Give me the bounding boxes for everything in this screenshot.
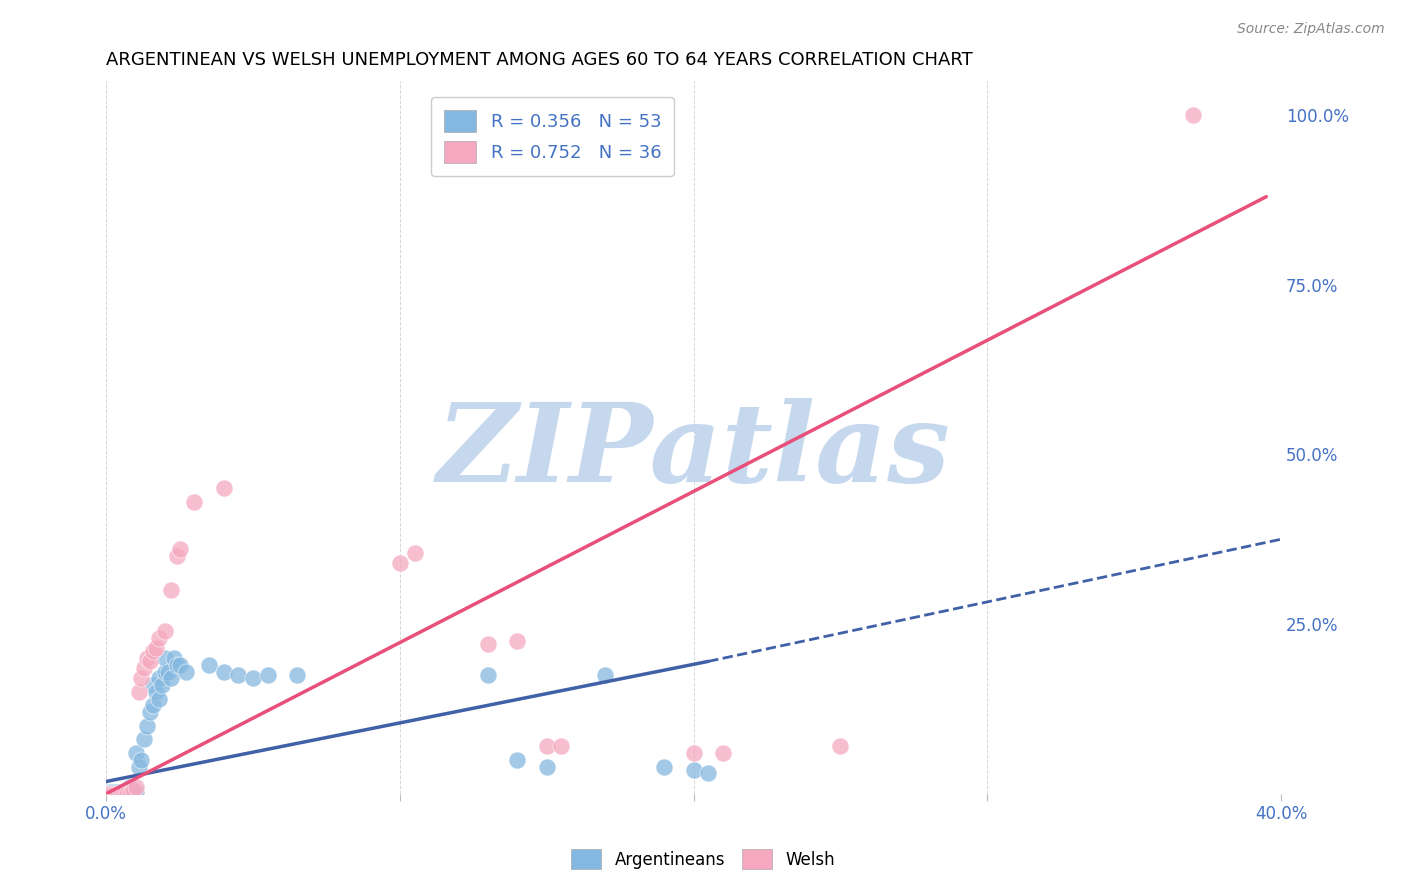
Point (166, 549, 188, 564)
Legend: Argentineans, Welsh: Argentineans, Welsh (561, 838, 845, 880)
Point (110, 784, 132, 798)
Point (124, 780, 146, 794)
Point (118, 780, 141, 794)
Point (145, 685, 167, 699)
Point (242, 671, 264, 685)
Point (115, 783, 138, 797)
Point (107, 785, 129, 799)
Point (148, 631, 170, 645)
Point (96, 787, 118, 801)
Point (148, 671, 170, 685)
Point (118, 787, 141, 801)
Point (153, 624, 176, 638)
Point (131, 671, 153, 685)
Point (98, 787, 121, 801)
Point (128, 759, 150, 773)
Point (160, 583, 183, 598)
Point (163, 651, 186, 665)
Point (131, 753, 153, 767)
Point (118, 785, 141, 799)
Point (536, 759, 558, 773)
Text: ZIPatlas: ZIPatlas (437, 398, 950, 506)
Point (1181, 108, 1204, 122)
Point (128, 685, 150, 699)
Point (256, 668, 278, 682)
Point (550, 739, 572, 754)
Point (153, 651, 176, 665)
Point (112, 787, 135, 801)
Point (139, 654, 162, 668)
Point (697, 766, 720, 780)
Point (142, 644, 165, 658)
Point (830, 739, 852, 754)
Point (506, 753, 529, 767)
Point (112, 784, 135, 798)
Point (156, 665, 179, 679)
Point (536, 739, 558, 754)
Point (115, 787, 138, 801)
Point (198, 657, 221, 672)
Point (124, 746, 146, 760)
Point (212, 482, 235, 496)
Point (145, 640, 167, 655)
Point (136, 651, 159, 665)
Text: Source: ZipAtlas.com: Source: ZipAtlas.com (1237, 22, 1385, 37)
Point (477, 637, 499, 651)
Point (160, 671, 183, 685)
Point (477, 668, 499, 682)
Point (711, 746, 734, 760)
Point (110, 787, 132, 801)
Point (142, 678, 165, 692)
Point (166, 657, 188, 672)
Point (652, 759, 675, 773)
Point (285, 668, 308, 682)
Point (104, 787, 127, 801)
Point (595, 668, 617, 682)
Point (124, 784, 146, 798)
Point (110, 787, 132, 801)
Point (150, 678, 173, 692)
Point (115, 787, 138, 801)
Point (104, 787, 127, 801)
Point (101, 787, 124, 801)
Point (174, 665, 197, 679)
Point (104, 785, 127, 799)
Point (98, 787, 121, 801)
Point (101, 784, 124, 798)
Point (388, 556, 411, 570)
Point (139, 706, 162, 720)
Point (101, 787, 124, 801)
Legend: R = 0.356   N = 53, R = 0.752   N = 36: R = 0.356 N = 53, R = 0.752 N = 36 (432, 97, 673, 176)
Point (98, 785, 121, 799)
Point (183, 495, 205, 509)
Point (107, 787, 129, 801)
Point (107, 787, 129, 801)
Point (212, 665, 235, 679)
Point (96, 787, 118, 801)
Point (228, 668, 250, 682)
Point (404, 546, 426, 560)
Point (153, 665, 176, 679)
Point (112, 787, 135, 801)
Point (169, 542, 191, 557)
Point (682, 746, 704, 760)
Point (121, 783, 143, 797)
Point (136, 719, 159, 733)
Point (121, 787, 143, 801)
Point (148, 691, 170, 706)
Point (682, 763, 704, 777)
Point (142, 698, 165, 713)
Point (134, 661, 156, 675)
Point (506, 634, 529, 648)
Point (134, 732, 156, 747)
Text: ARGENTINEAN VS WELSH UNEMPLOYMENT AMONG AGES 60 TO 64 YEARS CORRELATION CHART: ARGENTINEAN VS WELSH UNEMPLOYMENT AMONG … (107, 51, 973, 69)
Point (169, 657, 191, 672)
